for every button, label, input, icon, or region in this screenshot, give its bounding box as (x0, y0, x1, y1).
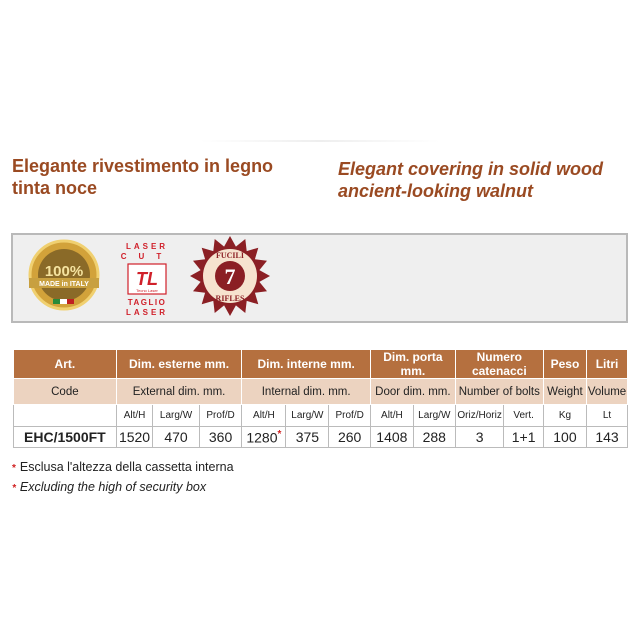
svg-text:LASER: LASER (126, 242, 168, 251)
header-cell: Numero catenacci (454, 349, 544, 379)
header-cell: Art. (13, 349, 117, 379)
cell-text: 360 (208, 429, 233, 445)
footnote-en-text: Excluding the high of security box (19, 480, 207, 494)
cell-text: 1280 (246, 429, 278, 446)
subheader-cell: Prof/D (328, 404, 371, 427)
subheader-cell: Larg/W (412, 404, 456, 427)
cell-text: 375 (295, 429, 320, 445)
asterisk: * (12, 483, 16, 494)
header-cell: Weight (542, 378, 588, 405)
table-subheader: Alt/H Larg/W Prof/D Alt/H Larg/W Prof/D Alt/H L… (13, 404, 628, 427)
header-cell: Number of bolts (454, 378, 544, 405)
made-in-italy-badge-icon: 100% MADE in ITALY (28, 239, 100, 311)
subheader-cell: Larg/W (285, 404, 330, 427)
header-cell: Peso (542, 349, 588, 379)
cell-text: 1+1 (511, 429, 536, 445)
value-cell: 100 (542, 426, 588, 448)
header-cell: Dim. porta mm. (369, 349, 456, 379)
footnote-it-text: Esclusa l'altezza della cassetta interna (19, 460, 234, 474)
subheader-cell: Kg (542, 404, 588, 427)
svg-text:CUT: CUT (121, 252, 173, 261)
header-cell: Volume (586, 378, 628, 405)
asterisk: * (277, 428, 282, 440)
asterisk: * (12, 463, 16, 474)
cell-text: 1520 (118, 429, 151, 445)
heading-it-line1: Elegante rivestimento in legno (12, 156, 274, 176)
table-row: EHC/1500FT 1520 470 360 1280* 375 260 1408 288 3 1… (13, 426, 628, 448)
subheader-cell: Lt (586, 404, 628, 427)
cell-text: 288 (422, 429, 446, 445)
subheader-cell: Prof/D (198, 404, 243, 427)
header-cell: Litri (586, 349, 628, 379)
svg-text:RIFLES: RIFLES (216, 294, 245, 303)
subheader-cell: Alt/H (115, 404, 154, 427)
table-header-english: Code External dim. mm. Internal dim. mm.… (13, 378, 628, 405)
svg-text:TL: TL (136, 269, 158, 289)
subheader-cell: Larg/W (152, 404, 200, 427)
badges: 100% MADE in ITALY LASER CUT TL Tecno La… (28, 236, 270, 317)
specs-table: Art. Dim. esterne mm. Dim. interne mm. D… (13, 349, 628, 448)
heading-en-line1: Elegant covering in solid wood (338, 159, 604, 179)
header-cell: Code (13, 378, 117, 405)
subheader-cell: Oriz/Horiz (454, 404, 505, 427)
header-cell: External dim. mm. (115, 378, 243, 405)
value-cell: 260 (328, 426, 371, 448)
svg-text:LASER: LASER (126, 308, 168, 317)
heading-en-line2: ancient-looking walnut (338, 181, 534, 201)
cell-text: EHC/1500FT (24, 429, 106, 445)
heading-english: Elegant covering in solid wood ancient-l… (338, 158, 603, 202)
badges-band: 100% MADE in ITALY LASER CUT TL Tecno La… (11, 233, 628, 323)
heading-it-line2: tinta noce (12, 178, 98, 198)
value-cell: 1280* (241, 426, 287, 448)
cell-text: 143 (595, 429, 619, 445)
header-cell: Door dim. mm. (369, 378, 456, 405)
value-cell: 360 (198, 426, 243, 448)
cell-text: 3 (475, 429, 484, 445)
value-cell: 1+1 (503, 426, 544, 448)
value-cell: 143 (586, 426, 628, 448)
value-cell: 470 (152, 426, 200, 448)
footnote-english: * Excluding the high of security box (12, 480, 206, 494)
svg-text:MADE in ITALY: MADE in ITALY (39, 281, 89, 288)
value-cell: 1520 (115, 426, 154, 448)
cell-text: 470 (164, 429, 188, 445)
table-header-italian: Art. Dim. esterne mm. Dim. interne mm. D… (13, 349, 628, 379)
value-cell: 375 (285, 426, 330, 448)
model-code-cell: EHC/1500FT (13, 426, 117, 448)
svg-text:7: 7 (225, 264, 236, 289)
svg-text:FUCILI: FUCILI (216, 251, 244, 260)
seven-rifles-badge-icon: 7 FUCILI RIFLES (190, 236, 270, 316)
header-cell: Dim. interne mm. (241, 349, 371, 379)
subheader-cell: Alt/H (241, 404, 287, 427)
divider (200, 140, 440, 142)
value-cell: 1408 (369, 426, 414, 448)
svg-text:100%: 100% (45, 263, 83, 280)
heading-italian: Elegante rivestimento in legno tinta noc… (12, 155, 273, 199)
subheader-cell: Alt/H (369, 404, 414, 427)
cell-text: 100 (553, 429, 577, 445)
value-cell: 3 (454, 426, 505, 448)
laser-cut-logo-icon: LASER CUT TL Tecno Laser TAGLIO LASER (121, 242, 173, 317)
header-cell: Internal dim. mm. (241, 378, 371, 405)
svg-text:TAGLIO: TAGLIO (128, 298, 167, 307)
value-cell: 288 (412, 426, 456, 448)
subheader-cell (13, 404, 117, 427)
subheader-cell: Vert. (503, 404, 544, 427)
cell-text: 1408 (376, 429, 408, 445)
header-cell: Dim. esterne mm. (115, 349, 243, 379)
cell-text: 260 (337, 429, 362, 445)
svg-text:Tecno Laser: Tecno Laser (136, 288, 158, 293)
footnote-italian: * Esclusa l'altezza della cassetta intern… (12, 460, 234, 474)
